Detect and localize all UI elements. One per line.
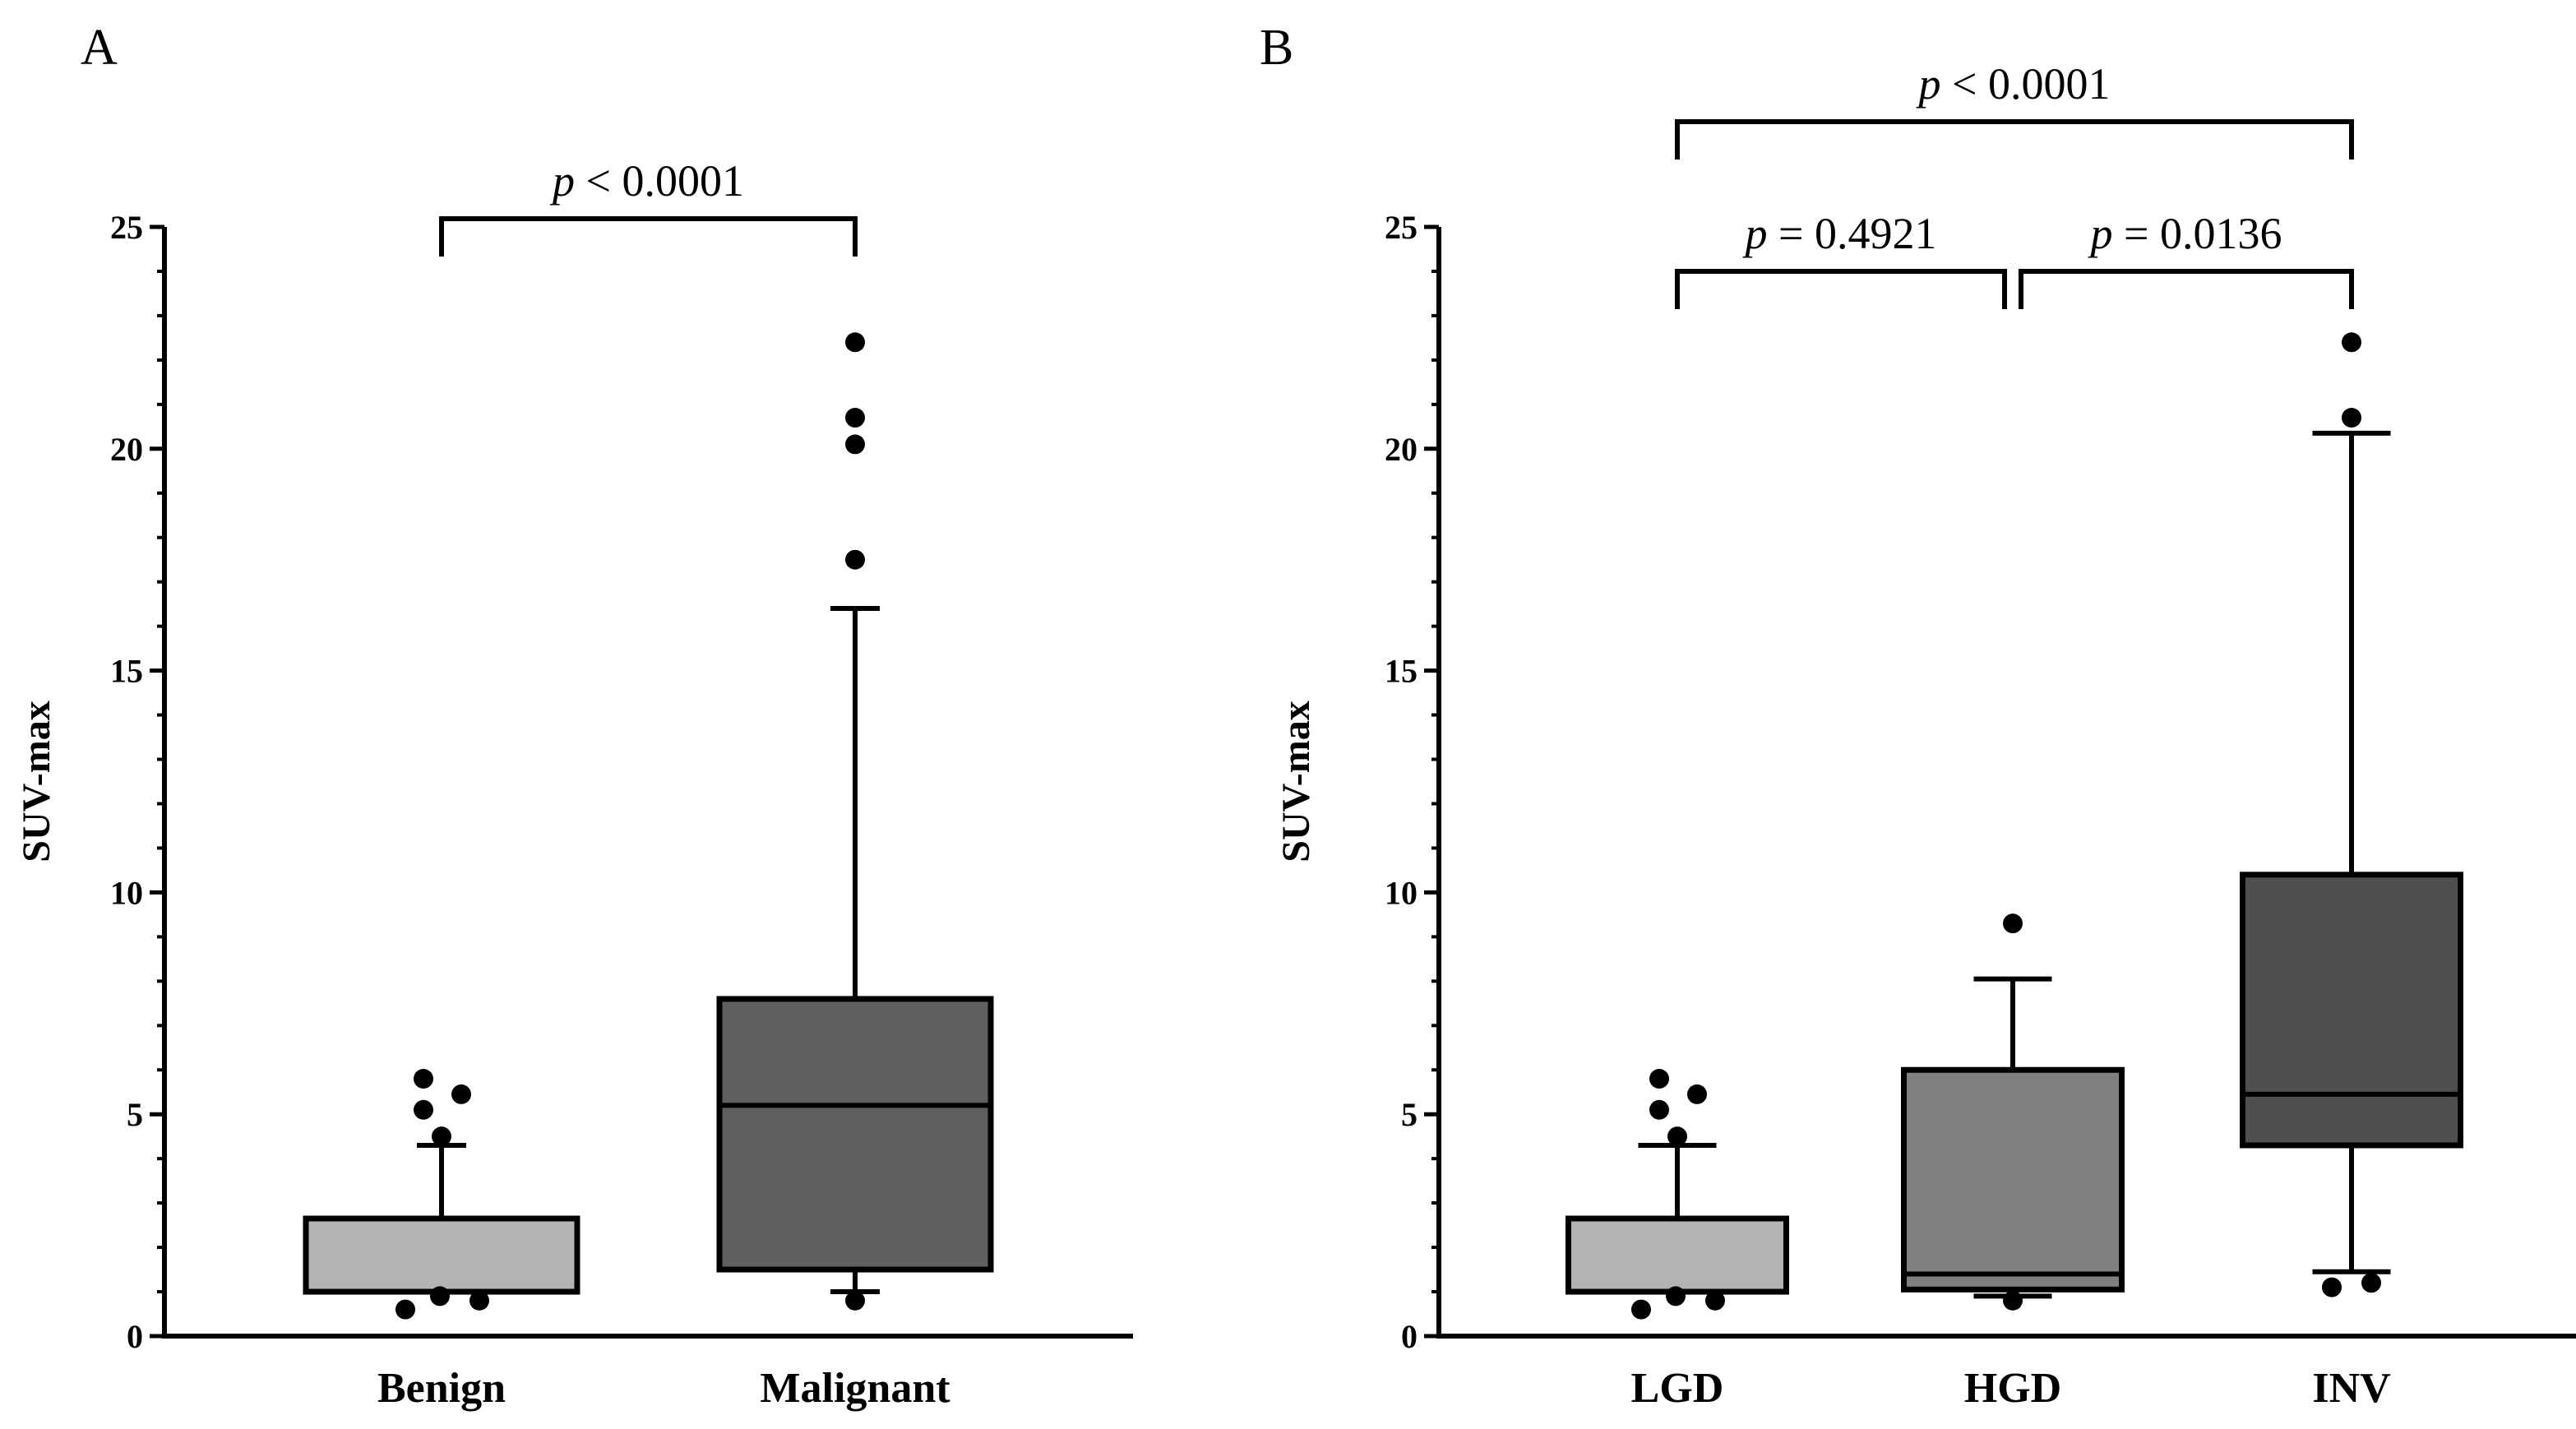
x-category-label: HGD [1964, 1365, 2061, 1412]
significance-bracket: p < 0.0001 [439, 156, 858, 257]
outlier-point [2003, 1290, 2023, 1311]
panel-a: A SUV-max 0 5 10 15 20 25 Benign Malignant p < 0.0… [15, 20, 1133, 1412]
p-value: < 0.0001 [1941, 59, 2111, 109]
y-tick-label: 10 [1385, 874, 1417, 911]
outlier-point [430, 1286, 450, 1306]
y-tick-label: 20 [110, 431, 143, 468]
p-value-label: p = 0.0136 [2088, 209, 2282, 258]
x-category-label: INV [2312, 1365, 2390, 1412]
panel-letter: B [1260, 20, 1293, 76]
box-benign [303, 1069, 580, 1320]
outlier-point [1649, 1069, 1669, 1089]
outlier-point [2003, 913, 2023, 934]
p-value-label: p < 0.0001 [1916, 59, 2111, 109]
y-tick-label: 15 [1385, 653, 1417, 690]
y-tick-label: 25 [110, 209, 143, 246]
y-tick-label: 5 [1401, 1096, 1417, 1133]
outlier-point [845, 1290, 865, 1311]
outlier-point [414, 1069, 433, 1089]
p-value: = 0.4921 [1768, 209, 1937, 258]
x-category-label: Malignant [760, 1365, 950, 1412]
bracket-line [2019, 269, 2354, 309]
bracket-line [439, 216, 858, 257]
box-inv [2240, 332, 2463, 1297]
iqr-box [716, 996, 994, 1273]
significance-bracket: p = 0.0136 [2019, 209, 2354, 309]
outlier-point [1687, 1084, 1707, 1104]
box-hgd [1901, 913, 2125, 1311]
iqr-box [2240, 872, 2463, 1149]
p-symbol: p [1742, 209, 1768, 258]
iqr-box [303, 1215, 580, 1295]
x-category-label: LGD [1631, 1365, 1724, 1412]
bracket-line [1675, 119, 2354, 160]
panel-letter: A [81, 20, 118, 76]
outlier-point [2322, 1277, 2342, 1297]
outlier-point [469, 1290, 489, 1311]
outlier-point [2342, 408, 2361, 428]
y-tick-label: 5 [127, 1096, 143, 1133]
y-tick-label: 20 [1385, 431, 1417, 468]
outlier-point [1649, 1099, 1669, 1120]
outlier-point [845, 549, 865, 570]
y-tick-label: 10 [110, 874, 143, 911]
y-tick-label: 0 [127, 1318, 143, 1355]
significance-bracket: p < 0.0001 [1675, 59, 2354, 160]
outlier-point [845, 332, 865, 353]
outlier-point [395, 1299, 415, 1320]
outlier-point [845, 408, 865, 428]
outlier-point [2361, 1273, 2381, 1293]
iqr-box [1565, 1215, 1789, 1295]
outlier-point [1705, 1290, 1725, 1311]
box-malignant [716, 332, 994, 1311]
p-value: = 0.0136 [2113, 209, 2282, 258]
p-value-label: p < 0.0001 [549, 156, 744, 206]
y-axis-title: SUV-max [15, 701, 58, 862]
p-symbol: p [1916, 59, 1941, 109]
outlier-point [2342, 332, 2361, 353]
y-tick-label: 25 [1385, 209, 1417, 246]
outlier-point [1666, 1286, 1686, 1306]
p-symbol: p [549, 156, 575, 206]
outlier-point [451, 1084, 471, 1104]
bracket-line [1675, 269, 2007, 309]
iqr-box [1901, 1066, 2125, 1293]
significance-bracket: p = 0.4921 [1675, 209, 2007, 309]
y-tick-label: 0 [1401, 1318, 1417, 1355]
box-lgd [1565, 1069, 1789, 1320]
outlier-point [1667, 1126, 1687, 1147]
outlier-point [414, 1099, 433, 1120]
p-value: < 0.0001 [575, 156, 744, 206]
y-axis-title: SUV-max [1274, 701, 1318, 862]
outlier-point [845, 434, 865, 455]
p-symbol: p [2088, 209, 2113, 258]
outlier-point [432, 1126, 451, 1147]
p-value-label: p = 0.4921 [1742, 209, 1937, 258]
x-category-label: Benign [377, 1365, 506, 1412]
outlier-point [1631, 1299, 1651, 1320]
y-tick-label: 15 [110, 653, 143, 690]
